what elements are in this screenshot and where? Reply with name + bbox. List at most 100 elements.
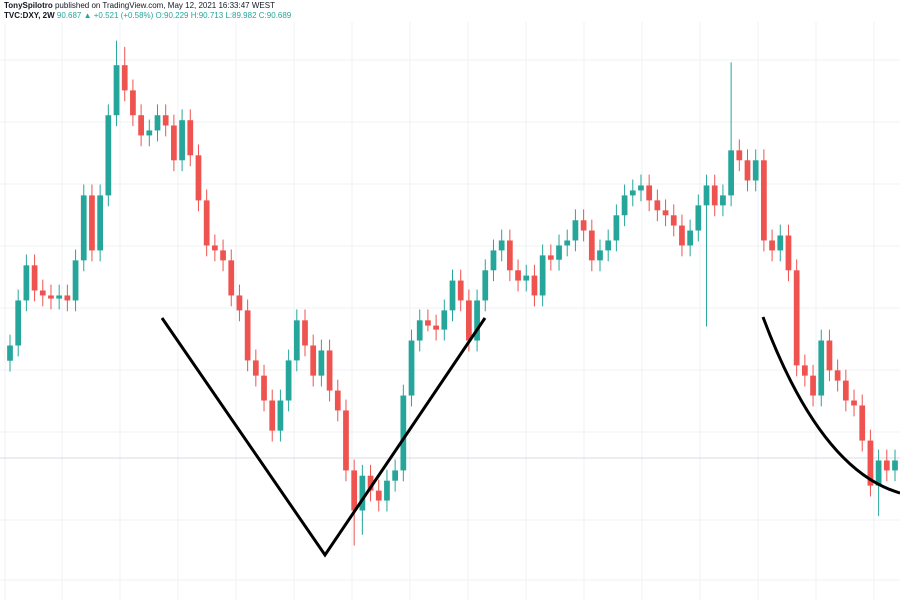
grid [0, 22, 900, 600]
curve-line [761, 316, 900, 495]
candle-body [171, 125, 177, 161]
candle-body [408, 340, 415, 396]
candle-body [425, 320, 431, 326]
candle-body [580, 220, 587, 231]
candle-body [154, 115, 161, 131]
candle-body [703, 185, 710, 206]
candle-body [736, 150, 743, 161]
candle-body [441, 310, 448, 330]
candle-body [572, 220, 579, 241]
candle-body [654, 200, 661, 211]
candle-body [629, 190, 636, 196]
candle-body [761, 160, 767, 241]
candle-body [195, 155, 202, 201]
candle-body [892, 460, 898, 471]
candle-body [859, 405, 866, 441]
candle-body [769, 240, 775, 251]
candles [7, 40, 898, 546]
candle-body [351, 470, 358, 511]
candle-body [875, 460, 882, 486]
candle-body [343, 410, 349, 471]
candle-body [211, 245, 218, 251]
publish-line: TonySpilotro published on TradingView.co… [4, 1, 291, 11]
candle-body [466, 300, 472, 341]
candle-body [679, 225, 685, 246]
candle-body [728, 150, 734, 196]
candle-body [474, 300, 480, 341]
candle-body [64, 295, 71, 301]
quote: 90.687 ▲ +0.521 (+0.58%) O:90.229 H:90.7… [56, 11, 292, 20]
candle-body [810, 375, 816, 396]
candle-body [367, 475, 374, 491]
chart-header: TonySpilotro published on TradingView.co… [4, 1, 291, 21]
candle-body [72, 260, 79, 301]
candle-body [842, 380, 849, 401]
candle-body [588, 230, 595, 261]
candle-body [15, 300, 22, 346]
quote-line: TVC:DXY, 2W 90.687 ▲ +0.521 (+0.58%) O:9… [4, 11, 291, 21]
candle-body [433, 325, 439, 330]
candle-body [334, 390, 341, 411]
candle-body [613, 215, 620, 241]
candle-body [228, 260, 235, 296]
candle-body [244, 310, 251, 361]
candle-body [384, 480, 390, 501]
candle-body [515, 270, 521, 281]
candle-body [48, 295, 54, 299]
candle-body [646, 185, 653, 201]
candle-body [359, 475, 366, 511]
candle-body [490, 250, 497, 271]
candle-body [818, 340, 825, 396]
candle-body [670, 215, 677, 226]
candle-body [523, 275, 530, 281]
candle-body [277, 400, 284, 431]
candle-body [638, 185, 644, 191]
candle-body [146, 130, 153, 136]
candle-body [302, 320, 308, 346]
candle-body [867, 440, 874, 486]
candle-body [89, 195, 95, 251]
annotations [160, 316, 900, 558]
candle-body [392, 470, 399, 481]
candle-body [400, 395, 407, 471]
candle-body [720, 195, 726, 206]
candle-body [31, 265, 38, 291]
candle-body [220, 250, 226, 261]
published: published on TradingView.com, May 12, 20… [54, 1, 275, 10]
candle-body [687, 230, 694, 246]
candle-body [883, 460, 890, 471]
candle-body [539, 255, 546, 296]
symbol: TVC:DXY, 2W [4, 11, 55, 20]
candle-body [826, 340, 833, 371]
candle-body [785, 235, 792, 271]
candle-body [326, 350, 333, 391]
candle-body [801, 365, 808, 376]
candle-body [310, 345, 317, 376]
candle-body [498, 240, 505, 251]
candle-body [457, 280, 464, 301]
candle-body [269, 400, 276, 431]
candle-body [834, 370, 841, 381]
candle-body [851, 400, 857, 406]
v-pattern-line [160, 317, 487, 558]
candle-body [261, 375, 267, 401]
candle-body [449, 280, 456, 311]
candle-body [556, 245, 562, 260]
candle-body [695, 205, 702, 231]
candle-body [605, 240, 612, 251]
candle-body [7, 345, 13, 361]
candle-body [711, 185, 718, 206]
candle-body [662, 210, 669, 216]
candle-body [80, 195, 87, 261]
candle-body [187, 120, 194, 156]
candle-body [130, 90, 136, 116]
candle-body [162, 115, 169, 126]
candle-body [621, 195, 628, 216]
candle-body [318, 350, 325, 376]
candle-body [597, 250, 603, 261]
candle-body [121, 65, 128, 91]
candle-body [547, 255, 554, 260]
candle-body [375, 490, 382, 501]
